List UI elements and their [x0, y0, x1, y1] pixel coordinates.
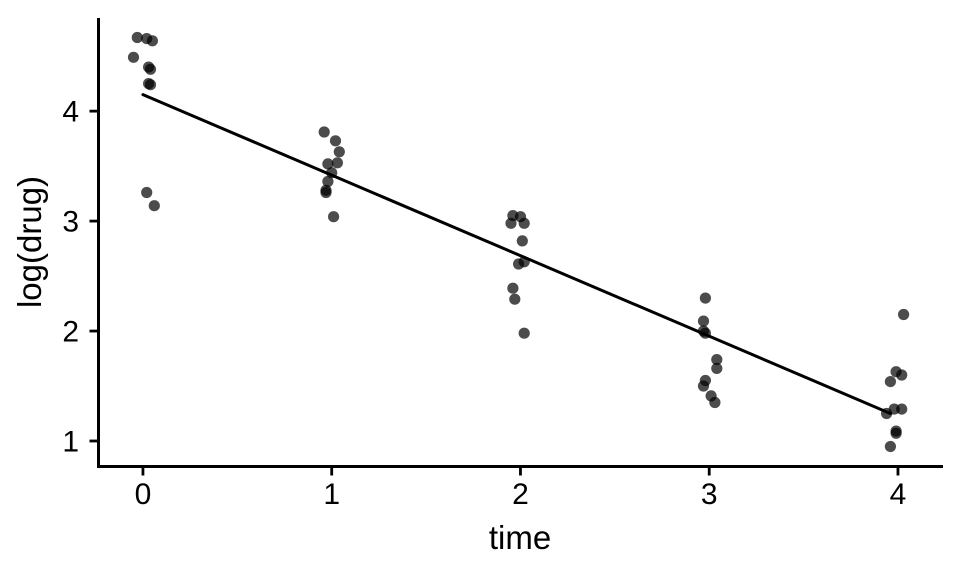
data-point — [318, 126, 330, 138]
y-tick-label: 2 — [62, 316, 79, 349]
data-point — [507, 282, 519, 294]
data-point — [709, 396, 721, 409]
y-tick-label: 1 — [62, 425, 79, 458]
data-point — [131, 31, 143, 44]
data-point — [127, 51, 140, 63]
data-point — [144, 63, 157, 75]
data-point — [322, 158, 334, 170]
x-tick-label: 1 — [323, 478, 340, 511]
y-tick-label: 4 — [62, 96, 79, 129]
data-point — [144, 79, 157, 91]
data-point — [331, 157, 343, 169]
data-point — [146, 35, 158, 47]
data-point — [509, 293, 521, 305]
data-point — [697, 315, 710, 327]
data-point — [896, 403, 908, 415]
x-axis-title: time — [489, 519, 551, 556]
x-tick-label: 0 — [135, 478, 152, 511]
data-point — [148, 200, 160, 212]
x-axis-ticks: 0 1 2 3 4 — [135, 466, 907, 511]
x-tick-label: 2 — [512, 478, 529, 511]
data-point — [898, 308, 910, 321]
x-tick-label: 4 — [890, 478, 907, 511]
data-point — [322, 175, 334, 188]
data-point — [697, 380, 710, 392]
x-tick-label: 3 — [701, 478, 718, 511]
data-points — [127, 31, 910, 453]
data-point — [333, 146, 345, 158]
data-point — [328, 211, 340, 223]
data-point — [884, 440, 897, 453]
data-point — [513, 258, 525, 270]
data-point — [320, 186, 332, 199]
data-point — [711, 354, 723, 366]
data-point — [516, 235, 528, 247]
data-point — [518, 327, 530, 339]
y-axis-title: log(drug) — [11, 176, 48, 308]
data-point — [505, 217, 517, 229]
data-point — [896, 369, 908, 381]
data-point — [518, 217, 530, 229]
data-point — [884, 376, 897, 388]
data-point — [141, 186, 153, 199]
data-point — [699, 292, 712, 304]
regression-line — [141, 93, 892, 416]
y-tick-label: 3 — [62, 206, 79, 239]
data-point — [711, 362, 723, 374]
data-point — [890, 427, 902, 439]
y-axis-ticks: 1 2 3 4 — [62, 96, 99, 458]
data-point — [329, 135, 342, 147]
